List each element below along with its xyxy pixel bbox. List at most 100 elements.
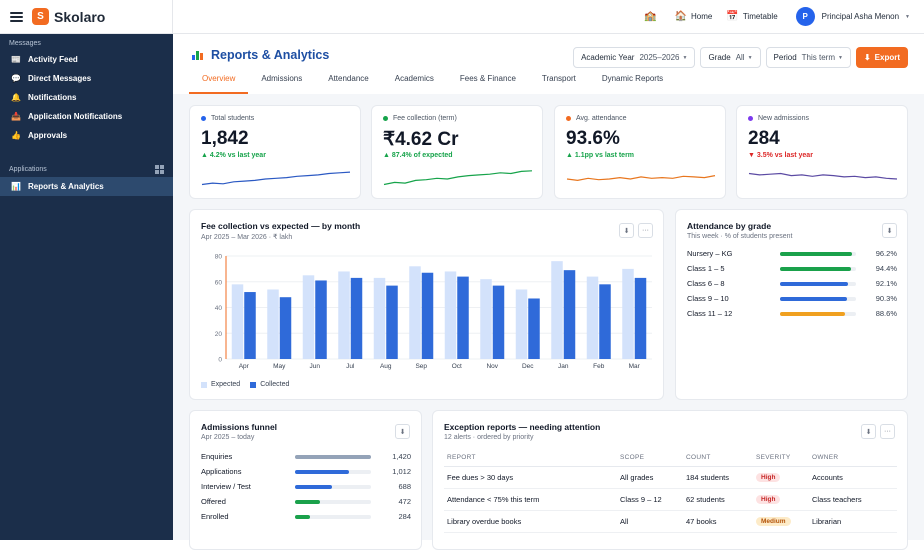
chevron-down-icon: ▼ (838, 54, 843, 61)
tab-transport[interactable]: Transport (541, 74, 576, 83)
legend-label: Collected (260, 381, 290, 388)
page-header: Reports & Analytics Academic Year 2025–20… (173, 34, 924, 94)
y-tick-label: 40 (215, 305, 223, 312)
bar-expected (409, 266, 421, 359)
kpi-delta: ▲ 1.1pp vs last term (566, 152, 635, 159)
attendance-bar-track (780, 282, 856, 286)
kpi-card-fee-collection: Fee collection (term) ₹4.62 Cr ▲ 87.4% o… (371, 105, 543, 199)
table-row[interactable]: Attendance < 75% this term Class 9 – 12 … (444, 488, 897, 511)
grade-select[interactable]: Grade All ▼ (700, 47, 761, 68)
exceptions-table: REPORT SCOPE COUNT SEVERITY OWNER Fee du… (444, 450, 897, 533)
calendar-icon: 📅 (726, 11, 739, 22)
tab-academics[interactable]: Academics (394, 74, 434, 83)
x-tick-label: Aug (380, 363, 392, 370)
cell-count: 184 students (686, 466, 756, 489)
table-row[interactable]: Fee dues > 30 days All grades 184 studen… (444, 466, 897, 489)
building-button[interactable]: 🏫 (644, 11, 660, 22)
severity-badge: High (756, 473, 781, 482)
menu-icon[interactable] (10, 11, 23, 22)
download-icon: ⬇ (399, 428, 406, 436)
apps-grid-icon[interactable] (155, 165, 164, 174)
download-icon: ⬇ (623, 227, 630, 235)
timetable-link[interactable]: 📅 Timetable (726, 11, 777, 22)
cell-owner: Class teachers (812, 488, 897, 511)
column-header-severity[interactable]: SEVERITY (756, 450, 812, 467)
thumbs-up-icon: 👍 (11, 131, 21, 140)
attendance-row: Class 9 – 10 (687, 294, 729, 303)
column-header-scope[interactable]: SCOPE (620, 450, 686, 467)
x-tick-label: Feb (593, 363, 605, 370)
series-dot (748, 116, 753, 121)
funnel-stage-label: Applications (201, 467, 242, 476)
grade-label: Class 9 – 10 (687, 294, 729, 303)
cell-scope: Class 9 – 12 (620, 488, 686, 511)
user-name: Principal Asha Menon (821, 12, 900, 21)
chevron-down-icon: ▼ (682, 54, 688, 61)
funnel-value: 472 (398, 497, 411, 506)
funnel-stage-label: Enrolled (201, 512, 229, 521)
home-link[interactable]: 🏠 Home (675, 11, 713, 22)
funnel-bar-track (295, 470, 371, 474)
y-tick-label: 80 (215, 254, 223, 261)
chevron-down-icon: ▼ (747, 54, 753, 61)
academic-year-select[interactable]: Academic Year 2025–2026 ▼ (573, 47, 696, 68)
filter-value: All (735, 53, 745, 62)
cell-count: 62 students (686, 488, 756, 511)
export-button[interactable]: ⬇ Export (855, 47, 908, 68)
period-select[interactable]: Period This term ▼ (765, 47, 851, 68)
sidebar-section-applications: Applications (0, 159, 173, 177)
download-button[interactable]: ⬇ (619, 223, 634, 238)
sidebar-item-direct-messages[interactable]: 💬 Direct Messages (0, 69, 173, 88)
series-dot (383, 116, 388, 121)
home-label: Home (691, 12, 713, 21)
x-tick-label: Nov (486, 363, 498, 370)
cell-severity: High (756, 488, 812, 511)
bar-expected (302, 275, 315, 359)
column-header-count[interactable]: COUNT (686, 450, 756, 467)
tab-admissions[interactable]: Admissions (261, 74, 303, 83)
download-button[interactable]: ⬇ (395, 424, 410, 439)
user-menu[interactable]: P Principal Asha Menon ▼ (795, 7, 910, 26)
attendance-bar-fill (780, 297, 847, 301)
sidebar-item-approvals[interactable]: 👍 Approvals (0, 126, 173, 145)
kpi-label: Fee collection (term) (393, 115, 457, 122)
tab-overview[interactable]: Overview (189, 70, 249, 94)
cell-report: Attendance < 75% this term (444, 488, 620, 511)
tab-attendance[interactable]: Attendance (328, 74, 369, 83)
more-button[interactable]: ··· (880, 424, 895, 439)
attendance-bar-fill (780, 282, 849, 286)
kpi-delta: ▲ 87.4% of expected (383, 152, 453, 159)
kpi-label: Total students (211, 115, 255, 122)
download-button[interactable]: ⬇ (882, 223, 897, 238)
funnel-value: 1,420 (392, 452, 411, 461)
attendance-bar-fill (780, 252, 853, 256)
logo-icon: S (32, 8, 49, 25)
column-header-report[interactable]: REPORT (444, 450, 620, 467)
attendance-bar-track (780, 267, 856, 271)
download-button[interactable]: ⬇ (861, 424, 876, 439)
funnel-bar-fill (295, 485, 332, 489)
x-tick-label: Oct (452, 363, 462, 370)
bar-collected (634, 277, 647, 359)
table-header-row: REPORT SCOPE COUNT SEVERITY OWNER (444, 450, 897, 467)
more-button[interactable]: ··· (638, 223, 653, 238)
severity-badge: High (756, 495, 781, 504)
main-content: Reports & Analytics Academic Year 2025–20… (173, 34, 924, 550)
y-tick-label: 20 (215, 331, 223, 338)
kpi-delta: ▲ 4.2% vs last year (201, 152, 266, 159)
sidebar-item-reports-analytics[interactable]: 📊 Reports & Analytics (0, 177, 173, 196)
tab-fees-finance[interactable]: Fees & Finance (459, 74, 516, 83)
bar-collected (350, 277, 363, 359)
column-header-owner[interactable]: OWNER (812, 450, 897, 467)
sidebar-item-notifications[interactable]: 🔔 Notifications (0, 88, 173, 107)
grade-label: Class 6 – 8 (687, 279, 725, 288)
legend-swatch-expected (201, 381, 207, 388)
tab-dynamic-reports[interactable]: Dynamic Reports (601, 74, 664, 83)
series-dot (566, 116, 571, 121)
chart-legend: Expected Collected (201, 381, 289, 388)
sidebar-item-activity-feed[interactable]: 📰 Activity Feed (0, 50, 173, 69)
kpi-label: Avg. attendance (576, 115, 627, 122)
table-row[interactable]: Library overdue books All 47 books Mediu… (444, 510, 897, 533)
sidebar-item-application-notifications[interactable]: 📥 Application Notifications (0, 107, 173, 126)
cell-scope: All grades (620, 466, 686, 489)
